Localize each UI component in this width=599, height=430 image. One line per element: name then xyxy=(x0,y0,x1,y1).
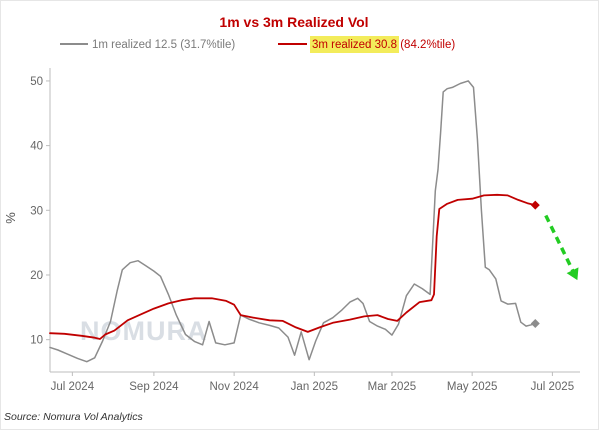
x-tick-label: Jul 2025 xyxy=(531,381,574,393)
y-tick-label: 50 xyxy=(30,76,43,88)
y-tick-label: 20 xyxy=(30,270,43,282)
series-layer xyxy=(49,80,537,363)
y-tick-label: 10 xyxy=(30,335,43,347)
forecast-arrow-head xyxy=(566,267,579,281)
y-tick-label: 30 xyxy=(30,205,43,217)
end-point-marker xyxy=(530,318,540,328)
forecast-arrow-shaft xyxy=(544,214,575,273)
series-line-1m-realized xyxy=(49,80,537,363)
y-tick-label: 40 xyxy=(30,141,43,153)
x-tick-label: Mar 2025 xyxy=(368,381,417,393)
legend-label-3m-percentile: (84.2%tile) xyxy=(397,39,455,51)
x-ticks: Jul 2024 Sep 2024 Nov 2024 Jan 2025 Mar 2025… xyxy=(51,372,574,393)
legend-label-3m-value: 3m realized 30.8 xyxy=(312,39,397,51)
chart-title: 1m vs 3m Realized Vol xyxy=(219,14,368,30)
y-ticks: 10 20 30 40 50 xyxy=(30,76,50,347)
axes: % xyxy=(3,68,580,373)
x-tick-label: Nov 2024 xyxy=(210,381,260,393)
series-line-3m-realized xyxy=(49,193,537,340)
annotation-layer xyxy=(530,200,579,328)
legend-label-1m: 1m realized 12.5 (31.7%tile) xyxy=(92,39,235,51)
x-tick-label: Sep 2024 xyxy=(129,381,179,393)
y-axis-title: % xyxy=(3,212,18,224)
watermark-text: NOMURA xyxy=(80,316,208,346)
end-point-marker xyxy=(530,200,540,210)
legend: 1m realized 12.5 (31.7%tile) 3m realized… xyxy=(60,36,455,53)
source-note: Source: Nomura Vol Analytics xyxy=(4,411,143,423)
legend-highlight xyxy=(310,36,399,53)
legend-label-3m: 3m realized 30.8 (84.2%tile) xyxy=(312,39,455,51)
x-tick-label: May 2025 xyxy=(447,381,498,393)
x-tick-label: Jul 2024 xyxy=(51,381,95,393)
x-tick-label: Jan 2025 xyxy=(291,381,338,393)
